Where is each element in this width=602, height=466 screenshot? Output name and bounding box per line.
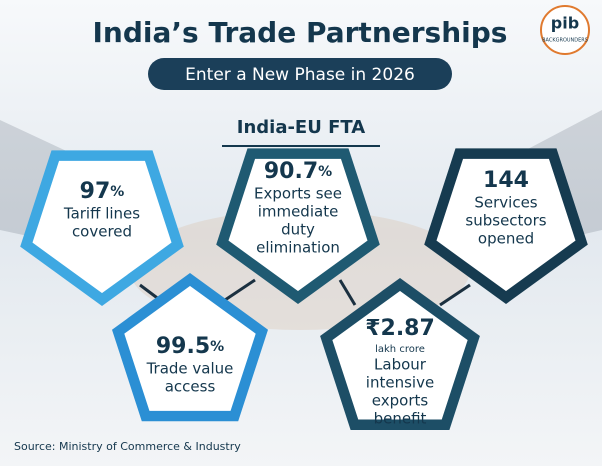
stat-number: 97 xyxy=(80,179,111,204)
stat-number: 90.7 xyxy=(264,159,318,184)
stat-label: Services xyxy=(474,194,537,212)
stat-label: exports xyxy=(372,392,429,410)
stat-unit: % xyxy=(110,184,124,200)
stat-label: covered xyxy=(72,223,132,241)
stat-label: subsectors xyxy=(465,212,546,230)
stat-number: 99.5 xyxy=(156,334,210,359)
stat-label: intensive xyxy=(366,374,434,392)
stat-label: access xyxy=(165,378,216,396)
title: India’s Trade Partnerships xyxy=(93,16,508,49)
stat-label: Tariff lines xyxy=(63,205,140,223)
logo-caption: BACKGROUNDERS xyxy=(542,38,588,44)
stat-value: ₹2.87 xyxy=(365,316,435,341)
stat-value: 90.7% xyxy=(264,159,332,184)
stat-label: immediate xyxy=(258,203,339,221)
stat-label: duty xyxy=(281,221,315,239)
pentagon-inner xyxy=(330,289,470,421)
logo xyxy=(540,5,590,55)
section-title: India-EU FTA xyxy=(237,117,366,138)
stat-card: ₹2.87 lakh croreLabourintensiveexportsben… xyxy=(320,278,480,430)
source: Source: Ministry of Commerce & Industry xyxy=(14,440,241,453)
subtitle: Enter a New Phase in 2026 xyxy=(185,65,415,85)
stat-number: 144 xyxy=(483,168,529,193)
pentagon-inner xyxy=(30,159,174,295)
stat-note: lakh crore xyxy=(375,344,425,355)
stat-number: ₹2.87 xyxy=(365,316,435,341)
pentagon-inner xyxy=(434,157,578,293)
logo-text: pib xyxy=(551,14,579,33)
stat-label: benefit xyxy=(374,410,427,428)
stat-value: 97% xyxy=(80,179,125,204)
stat-value: 144 xyxy=(483,168,529,193)
subtitle-pill xyxy=(148,58,452,90)
stat-value: 99.5% xyxy=(156,334,224,359)
stat-label: Trade value xyxy=(146,360,234,378)
stat-unit: % xyxy=(318,164,332,180)
stat-label: elimination xyxy=(256,239,340,257)
stat-unit: % xyxy=(210,339,224,355)
pentagon-inner xyxy=(226,157,370,293)
stat-label: Exports see xyxy=(254,185,342,203)
pentagon-inner xyxy=(122,284,258,413)
stat-label: Labour xyxy=(374,356,427,374)
stat-label: opened xyxy=(478,230,534,248)
